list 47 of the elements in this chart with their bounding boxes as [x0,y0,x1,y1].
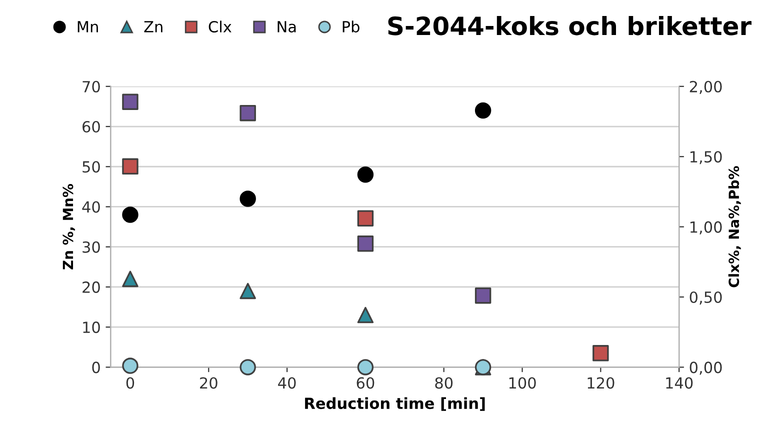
x-axis-title: Reduction time [min] [305,397,485,411]
x-tick-label: 40 [278,377,296,389]
point [357,210,374,226]
y2-axis-title: Clx%, Na%,Pb% [728,166,741,288]
x-tick-label: 100 [509,377,536,389]
point [240,359,256,376]
x-tick-label: 80 [435,377,453,389]
x-tick-label: 20 [200,377,218,389]
y-tick-label: 20 [82,281,100,293]
y-tick-label: 40 [82,201,100,213]
y2-tick-label: 1,00 [690,221,722,234]
legend-label: Na [278,21,296,33]
legend-label: Pb [342,20,360,33]
y2-tick-label: 0,00 [690,362,722,375]
chart-title: S-2044-koks och briketter [388,16,752,36]
point [122,158,138,175]
y2-tick-label: 0,50 [690,291,722,305]
x-tick-label: 0 [126,377,134,389]
y-tick-label: 50 [82,161,100,173]
point [240,282,256,300]
x-tick-label: 140 [666,377,693,389]
point [357,236,374,252]
point [357,166,374,183]
y-tick-label: 70 [82,80,100,92]
point [474,287,492,304]
legend-label: Clx [208,20,232,33]
y-tick-label: 0 [92,362,100,374]
y2-tick-label: 1,50 [690,151,722,164]
x-tick-label: 120 [588,377,614,389]
x-tick-label: 60 [356,377,374,389]
y-axis-title: Zn %, Mn% [62,184,75,270]
y-tick-label: 10 [83,322,100,334]
point [122,270,138,288]
point [357,306,374,324]
point [240,104,256,122]
legend-label: Zn [144,21,162,32]
point [357,359,374,376]
point [240,190,256,207]
y2-tick-label: 2,00 [690,80,722,94]
point [122,358,138,374]
y-tick-label: 30 [82,241,100,253]
legend-label: Mn [78,21,98,32]
point [122,94,138,110]
point [592,345,609,362]
point [474,102,492,119]
y-tick-label: 60 [82,120,100,133]
point [122,206,138,223]
